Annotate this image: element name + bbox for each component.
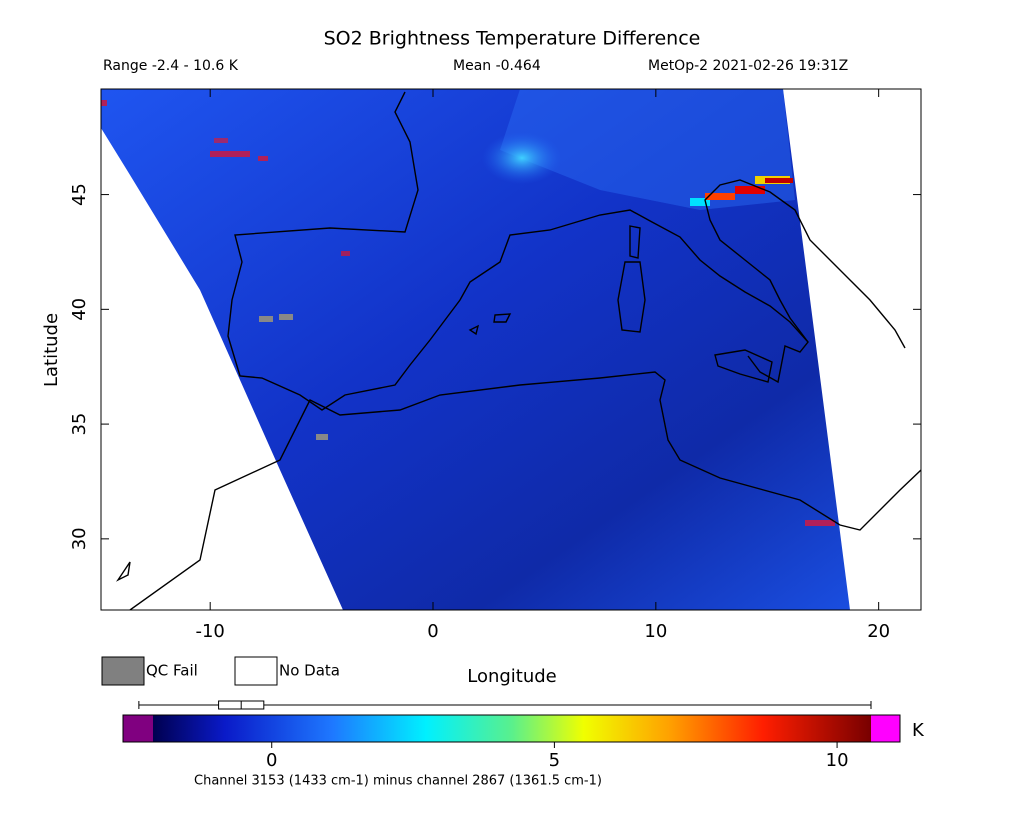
- colorbar-gradient: [153, 715, 871, 742]
- satellite-text: MetOp-2 2021-02-26 19:31Z: [648, 58, 848, 74]
- coastlines: [115, 91, 921, 610]
- colorbar-over: [871, 715, 900, 742]
- y-tick-label: 30: [69, 527, 90, 550]
- footnote: Channel 3153 (1433 cm-1) minus channel 2…: [194, 774, 602, 789]
- mean-text: Mean -0.464: [453, 58, 541, 74]
- y-tick-label: 45: [69, 183, 90, 206]
- map-area: [101, 89, 921, 610]
- x-axis-label: Longitude: [467, 666, 557, 687]
- x-tick-label: 10: [644, 621, 667, 642]
- colorbar-tick-label: 0: [266, 750, 277, 771]
- range-text: Range -2.4 - 10.6 K: [103, 58, 239, 74]
- x-tick-label: 0: [427, 621, 438, 642]
- y-axis-label: Latitude: [41, 313, 62, 387]
- colorbar-tick-label: 10: [826, 750, 849, 771]
- swath: [101, 89, 850, 610]
- colorbar: [122, 714, 901, 743]
- y-tick-label: 35: [69, 413, 90, 436]
- legend-label: QC Fail: [146, 662, 198, 680]
- colorbar-frame: [122, 714, 901, 743]
- y-tick-label: 40: [69, 298, 90, 321]
- swath-shade: [500, 89, 795, 210]
- x-tick-label: 20: [867, 621, 890, 642]
- plot-frame: [100, 88, 922, 611]
- colorbar-tick-label: 5: [549, 750, 560, 771]
- colorbar-unit: K: [912, 720, 925, 741]
- bright-spot: [482, 132, 562, 184]
- legend-swatch-nodata: [234, 656, 278, 686]
- hot-pixels: [101, 100, 835, 526]
- legend-swatch-qc: [101, 656, 145, 686]
- colorbar-under: [123, 715, 153, 742]
- legend-label: No Data: [279, 662, 340, 680]
- x-tick-label: -10: [195, 621, 224, 642]
- chart-title: SO2 Brightness Temperature Difference: [324, 28, 701, 50]
